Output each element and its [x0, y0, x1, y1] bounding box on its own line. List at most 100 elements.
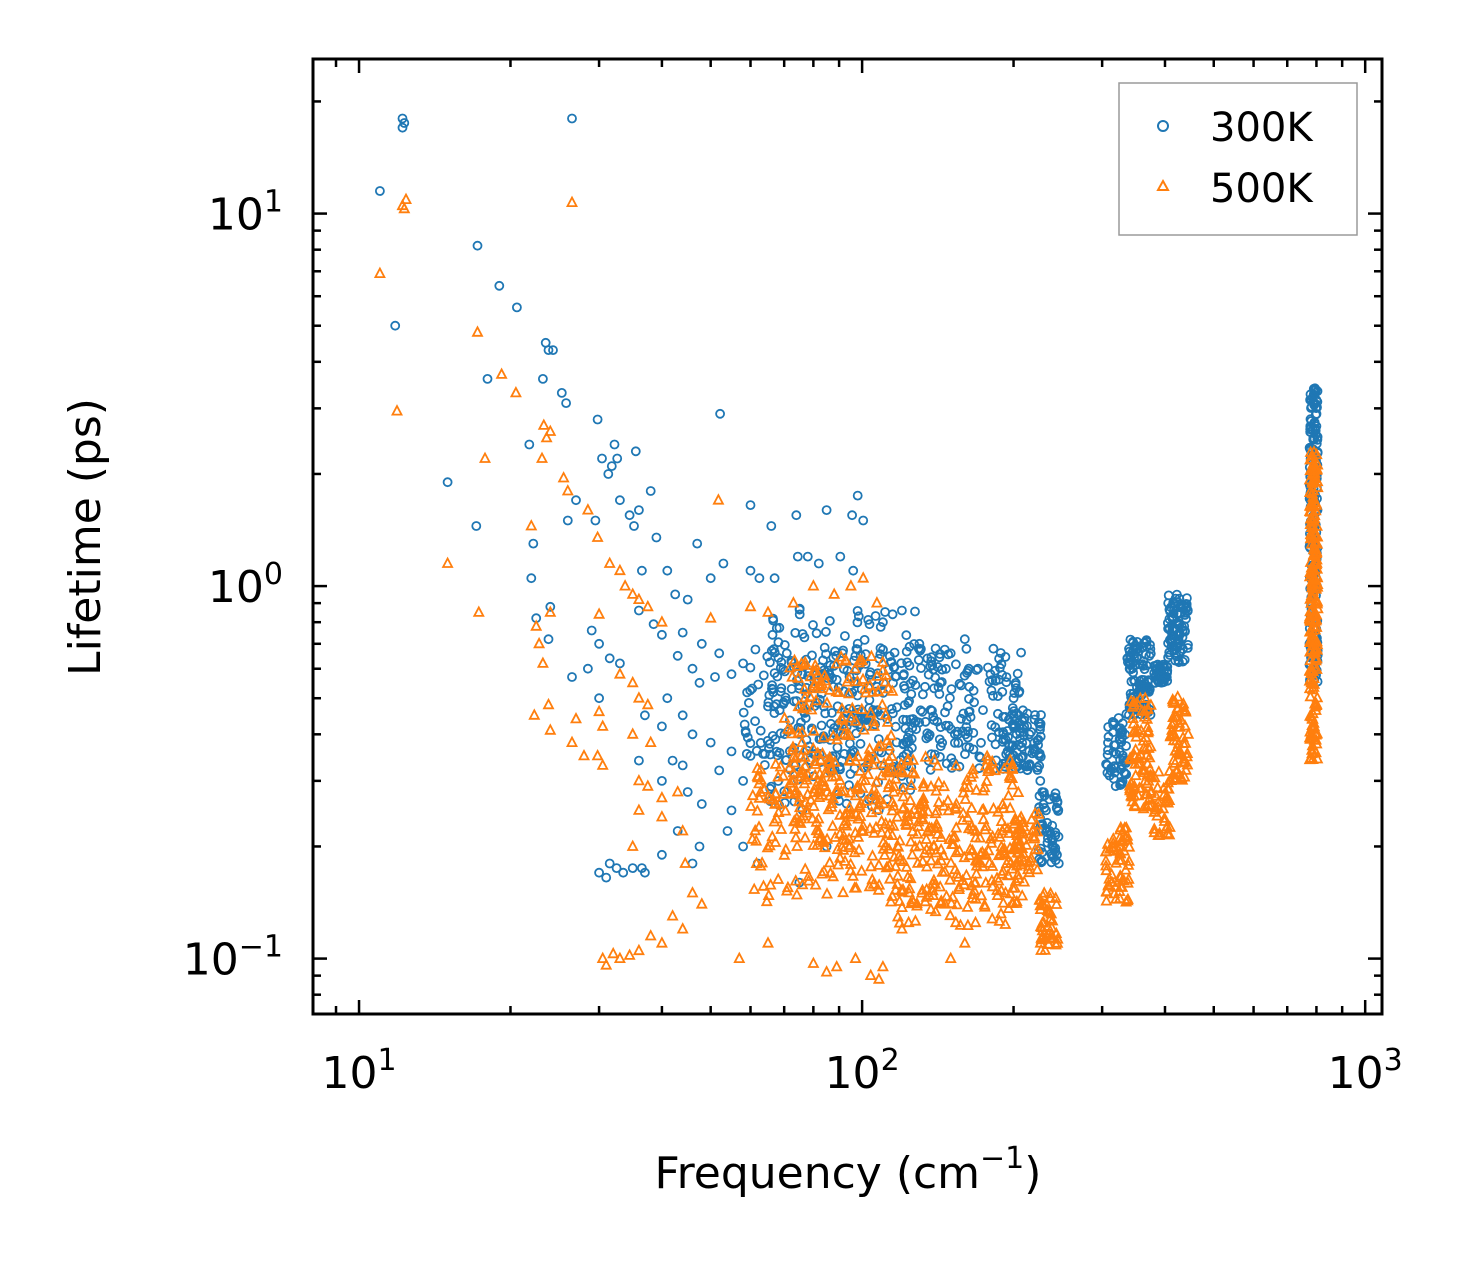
data-point-500K: [540, 430, 553, 443]
data-point-300K: [745, 500, 756, 511]
data-point-500K: [998, 846, 1011, 858]
data-point-500K: [655, 790, 668, 803]
data-point-500K: [986, 912, 999, 924]
data-point-500K: [883, 872, 896, 884]
data-point-500K: [1305, 728, 1318, 740]
data-point-500K: [596, 951, 609, 963]
data-point-500K: [799, 759, 812, 771]
data-point-500K: [1128, 698, 1141, 710]
data-point-300K: [898, 738, 909, 749]
data-point-500K: [807, 799, 820, 811]
data-point-500K: [871, 669, 883, 681]
data-point-500K: [830, 959, 843, 972]
data-point-500K: [593, 704, 606, 717]
data-point-300K: [945, 648, 956, 659]
data-point-300K: [634, 755, 644, 766]
data-point-500K: [827, 791, 839, 804]
data-point-500K: [762, 605, 774, 617]
data-point-500K: [544, 424, 557, 436]
data-point-300K: [1167, 630, 1177, 641]
data-point-500K: [641, 697, 654, 710]
data-point-500K: [976, 859, 989, 872]
data-point-300K: [609, 439, 620, 450]
data-point-300K: [1108, 727, 1118, 738]
data-point-300K: [1131, 652, 1142, 663]
data-point-500K: [578, 748, 590, 761]
data-point-500K: [859, 686, 872, 698]
data-point-300K: [1124, 663, 1135, 674]
data-point-300K: [770, 734, 781, 745]
data-point-300K: [1110, 781, 1121, 792]
data-point-300K: [969, 697, 979, 708]
data-point-500K: [922, 823, 934, 836]
data-point-500K: [925, 779, 937, 792]
data-point-500K: [826, 819, 839, 831]
data-point-500K: [1044, 912, 1056, 924]
data-point-500K: [993, 914, 1006, 926]
data-point-500K: [999, 917, 1012, 929]
data-point-500K: [792, 699, 805, 712]
data-point-500K: [807, 956, 820, 968]
data-point-300K: [592, 414, 603, 425]
data-point-300K: [1122, 653, 1133, 663]
data-point-300K: [472, 240, 483, 251]
data-point-500K: [857, 723, 870, 735]
data-point-500K: [849, 788, 862, 801]
data-point-300K: [651, 532, 662, 543]
data-point-500K: [924, 902, 937, 914]
data-point-300K: [1102, 749, 1113, 760]
data-point-500K: [943, 832, 956, 844]
data-point-300K: [1032, 765, 1043, 775]
data-point-500K: [1128, 748, 1141, 760]
data-point-500K: [903, 881, 916, 894]
data-point-300K: [988, 690, 998, 701]
data-point-500K: [932, 775, 945, 788]
data-point-500K: [1017, 815, 1030, 827]
data-point-300K: [1014, 710, 1024, 721]
data-point-500K: [941, 793, 954, 806]
data-point-300K: [940, 707, 950, 718]
data-point-500K: [953, 843, 966, 856]
data-point-500K: [1118, 873, 1130, 886]
data-point-500K: [904, 835, 917, 847]
data-point-500K: [778, 711, 791, 723]
data-point-300K: [909, 639, 919, 649]
data-point-500K: [666, 909, 679, 921]
data-point-500K: [1167, 733, 1180, 746]
data-point-300K: [740, 727, 751, 738]
data-point-500K: [791, 839, 804, 851]
data-point-500K: [655, 810, 668, 822]
data-point-500K: [878, 848, 891, 860]
data-point-300K: [512, 302, 522, 313]
data-point-500K: [925, 853, 938, 866]
data-point-500K: [980, 819, 992, 831]
data-point-300K: [946, 763, 957, 773]
data-point-500K: [1004, 886, 1017, 899]
data-point-500K: [891, 810, 904, 822]
data-point-500K: [792, 794, 805, 807]
data-point-500K: [581, 503, 594, 515]
data-point-300K: [896, 658, 907, 669]
data-point-300K: [844, 780, 854, 791]
legend-label-500K: 500K: [1210, 166, 1314, 212]
data-point-500K: [795, 749, 808, 761]
data-point-300K: [594, 867, 604, 878]
data-point-500K: [944, 951, 957, 963]
data-point-500K: [777, 769, 790, 781]
data-point-500K: [1033, 893, 1046, 905]
data-point-500K: [1310, 697, 1323, 709]
data-point-500K: [1180, 763, 1192, 775]
data-point-500K: [799, 831, 812, 843]
data-point-500K: [557, 471, 570, 483]
data-point-500K: [846, 701, 859, 713]
data-point-500K: [1311, 458, 1324, 470]
data-point-500K: [875, 825, 888, 838]
data-point-500K: [676, 824, 689, 836]
data-point-300K: [816, 720, 827, 731]
data-point-300K: [852, 606, 863, 616]
data-point-300K: [1172, 589, 1182, 600]
data-point-300K: [875, 643, 886, 654]
data-point-300K: [738, 707, 749, 718]
data-point-300K: [624, 510, 635, 521]
data-point-500K: [1177, 705, 1190, 717]
